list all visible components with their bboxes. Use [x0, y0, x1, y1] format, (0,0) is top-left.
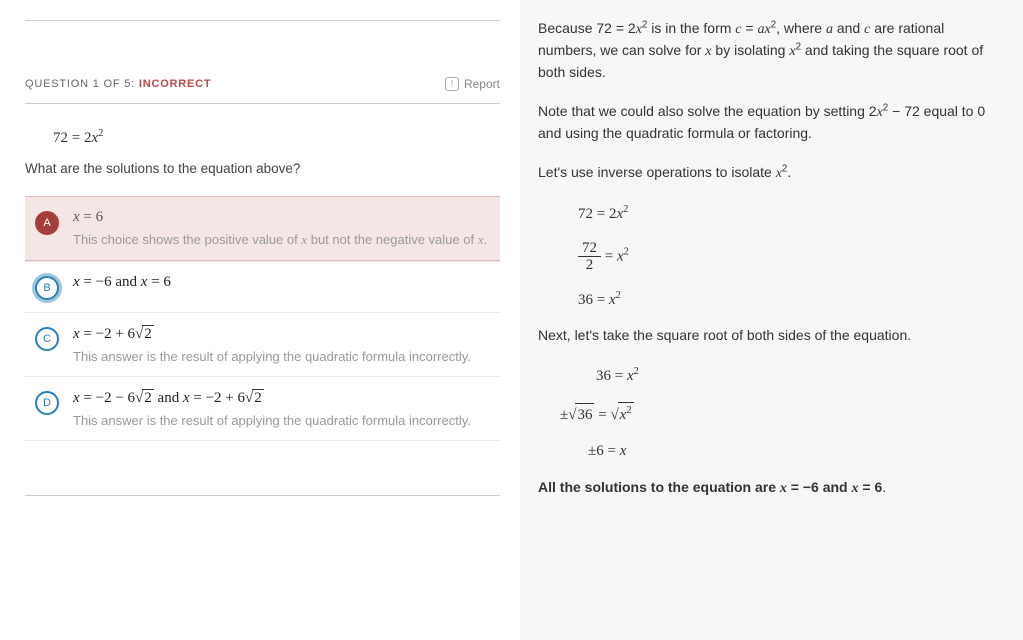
report-label: Report [464, 77, 500, 91]
report-button[interactable]: ! Report [445, 77, 500, 91]
top-divider [25, 20, 500, 21]
equation-block-2: 36 = x2 ±36 = x2 ±6 = x [578, 364, 1005, 463]
choice-d[interactable]: D x = −2 − 62 and x = −2 + 62 This answe… [25, 376, 500, 441]
choice-c[interactable]: C x = −2 + 62 This answer is the result … [25, 312, 500, 376]
eq-1-3: 36 = x2 [578, 288, 1005, 312]
choice-bubble-a: A [35, 211, 59, 235]
report-icon: ! [445, 77, 459, 91]
choice-d-note: This answer is the result of applying th… [73, 413, 490, 428]
explanation-panel: Because 72 = 2x2 is in the form c = ax2,… [520, 0, 1023, 640]
equation-block-1: 72 = 2x2 722 = x2 36 = x2 [578, 202, 1005, 311]
choice-body: x = −2 + 62 This answer is the result of… [73, 325, 490, 364]
choice-a-note: This choice shows the positive value of … [73, 232, 490, 248]
eq-2-3: ±6 = x [588, 440, 1005, 463]
question-label: QUESTION 1 OF 5: INCORRECT [25, 78, 211, 90]
choice-a[interactable]: A x = 6 This choice shows the positive v… [25, 196, 500, 261]
choice-body: x = −2 − 62 and x = −2 + 62 This answer … [73, 389, 490, 428]
choice-d-math: x = −2 − 62 and x = −2 + 62 [73, 389, 490, 407]
choice-b[interactable]: B x = −6 and x = 6 [25, 261, 500, 312]
choice-c-math: x = −2 + 62 [73, 325, 490, 343]
eq-2-1: 36 = x2 [596, 364, 1005, 388]
explanation-para-1: Because 72 = 2x2 is in the form c = ax2,… [538, 18, 1005, 83]
choice-c-note: This answer is the result of applying th… [73, 349, 490, 364]
question-label-prefix: QUESTION 1 OF 5: [25, 78, 139, 90]
choice-bubble-c: C [35, 327, 59, 351]
choice-a-math: x = 6 [73, 209, 490, 226]
explanation-para-2: Note that we could also solve the equati… [538, 101, 1005, 144]
choice-body: x = 6 This choice shows the positive val… [73, 209, 490, 248]
choice-b-math: x = −6 and x = 6 [73, 274, 490, 291]
question-text: What are the solutions to the equation a… [25, 161, 500, 176]
eq-1-1: 72 = 2x2 [578, 202, 1005, 226]
bottom-divider [25, 495, 500, 496]
choice-list: A x = 6 This choice shows the positive v… [25, 196, 500, 441]
question-header: QUESTION 1 OF 5: INCORRECT ! Report [25, 77, 500, 104]
eq-2-2: ±36 = x2 [560, 402, 1005, 427]
choice-bubble-d: D [35, 391, 59, 415]
question-status-text: INCORRECT [139, 78, 212, 90]
eq-1-2: 722 = x2 [578, 240, 1005, 274]
question-equation: 72 = 2x2 [53, 128, 500, 147]
question-panel: QUESTION 1 OF 5: INCORRECT ! Report 72 =… [0, 0, 520, 640]
explanation-conclusion: All the solutions to the equation are x … [538, 477, 1005, 499]
explanation-para-3: Let's use inverse operations to isolate … [538, 162, 1005, 184]
explanation-para-4: Next, let's take the square root of both… [538, 325, 1005, 346]
choice-bubble-b: B [35, 276, 59, 300]
page-container: QUESTION 1 OF 5: INCORRECT ! Report 72 =… [0, 0, 1023, 640]
choice-body: x = −6 and x = 6 [73, 274, 490, 297]
